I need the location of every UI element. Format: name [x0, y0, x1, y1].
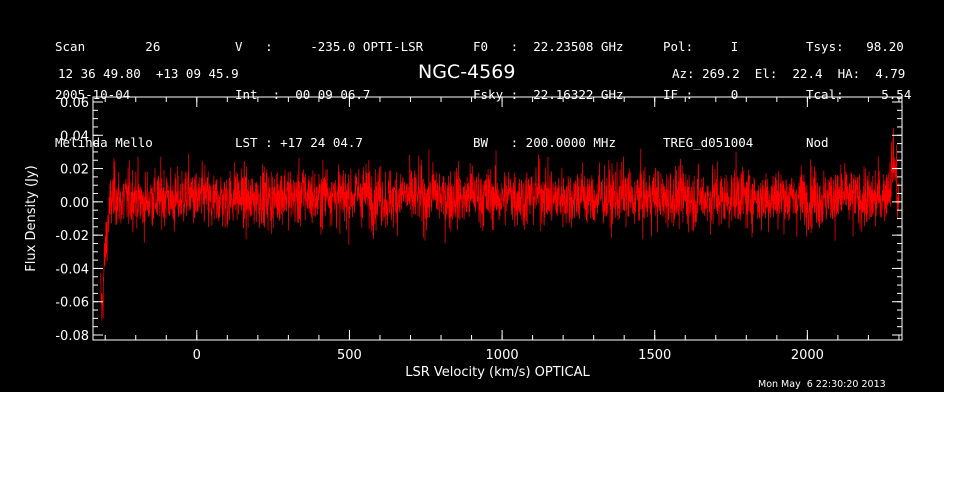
- header-column-velocity: V : -235.0 OPTI-LSR Int : 00 09 06.7 LST…: [235, 7, 423, 183]
- spectrum-plot: 0 500 1000 1500 2000 -0.08 -0.06 -0.04 -0.02 0.00…: [24, 96, 903, 380]
- velocity-text: V : -235.0 OPTI-LSR: [235, 39, 424, 54]
- trace-layer: [100, 127, 900, 321]
- plot-timestamp: Mon May 6 22:30:20 2013: [758, 379, 886, 390]
- y-tick-label: -0.08: [55, 329, 89, 344]
- header-column-tsys: Tsys: 98.20 Tcal: 5.54 Nod: [806, 7, 911, 183]
- spectrum-trace-line: [100, 127, 900, 321]
- x-tick-label: 1500: [638, 348, 671, 363]
- x-tick-label: 0: [193, 348, 201, 363]
- label-layer: 0 500 1000 1500 2000 -0.08 -0.06 -0.04 -0.02 0.00…: [24, 96, 824, 380]
- y-tick-label: -0.02: [55, 229, 89, 244]
- mode-text: Nod: [806, 135, 829, 150]
- scan-number-text: Scan 26: [55, 39, 161, 54]
- x-tick-label: 1000: [486, 348, 519, 363]
- observation-date-text: 2005-10-04: [55, 87, 131, 102]
- treg-text: TREG_d051004: [663, 135, 754, 150]
- axes-layer: [92, 96, 903, 341]
- if-text: IF : 0: [663, 87, 739, 102]
- y-tick-label: -0.06: [55, 296, 89, 311]
- coordinates-text: 12 36 49.80 +13 09 45.9: [58, 66, 239, 81]
- integration-time-text: Int : 00 09 06.7: [235, 87, 371, 102]
- x-axis-title: LSR Velocity (km/s) OPTICAL: [405, 365, 590, 380]
- header-column-polarization: Pol: I IF : 0 TREG_d051004: [663, 7, 753, 183]
- lst-text: LST : +17 24 04.7: [235, 135, 363, 150]
- y-tick-label: -0.04: [55, 262, 89, 277]
- az-el-ha-text: Az: 269.2 El: 22.4 HA: 4.79: [672, 66, 906, 81]
- header-column-frequency: F0 : 22.23508 GHz Fsky : 22.16322 GHz BW…: [473, 7, 624, 183]
- tcal-text: Tcal: 5.54: [806, 87, 912, 102]
- header-column-scan: Scan 26 2005-10-04 Melinda Mello: [55, 7, 160, 183]
- y-tick-label: 0.06: [60, 96, 89, 111]
- spectrum-panel: Scan 26 2005-10-04 Melinda Mello V : -23…: [0, 0, 944, 392]
- polarization-text: Pol: I: [663, 39, 739, 54]
- y-tick-label: 0.00: [60, 196, 89, 211]
- source-name-title: NGC-4569: [418, 61, 516, 83]
- x-tick-label: 2000: [791, 348, 824, 363]
- y-axis-title: Flux Density (Jy): [24, 165, 39, 271]
- y-tick-label: 0.04: [60, 129, 89, 144]
- tsys-text: Tsys: 98.20: [806, 39, 904, 54]
- rest-frequency-text: F0 : 22.23508 GHz: [473, 39, 624, 54]
- sky-frequency-text: Fsky : 22.16322 GHz: [473, 87, 624, 102]
- bandwidth-text: BW : 200.0000 MHz: [473, 135, 616, 150]
- y-tick-label: 0.02: [60, 163, 89, 178]
- observer-name-text: Melinda Mello: [55, 135, 153, 150]
- x-tick-label: 500: [337, 348, 362, 363]
